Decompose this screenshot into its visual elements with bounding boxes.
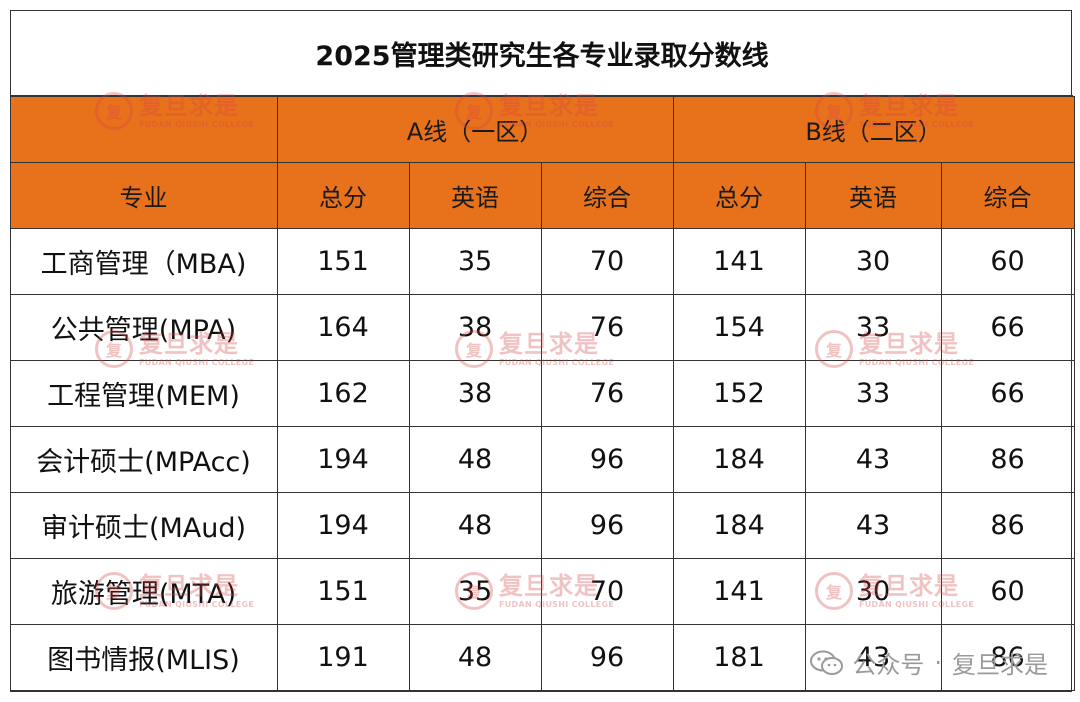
col-header-major: 专业 — [9, 162, 278, 229]
cell-a-total: 194 — [276, 426, 410, 493]
cell-a-english: 35 — [408, 558, 542, 625]
table-title: 2025管理类研究生各专业录取分数线 — [11, 11, 1073, 96]
cell-a-comprehensive: 96 — [540, 492, 674, 559]
cell-b-comprehensive: 86 — [940, 426, 1075, 493]
cell-a-english: 48 — [408, 492, 542, 559]
cell-a-comprehensive: 70 — [540, 558, 674, 625]
cell-major: 工程管理(MEM) — [9, 360, 278, 427]
cell-a-english: 35 — [408, 228, 542, 295]
cell-major: 图书情报(MLIS) — [9, 624, 278, 691]
cell-a-comprehensive: 76 — [540, 294, 674, 361]
cell-a-english: 38 — [408, 294, 542, 361]
cell-b-english: 30 — [804, 558, 942, 625]
table-row: 工程管理(MEM) 162 38 76 152 33 66 — [9, 360, 1075, 427]
cell-b-english: 43 — [804, 426, 942, 493]
cell-b-total: 181 — [672, 624, 806, 691]
cell-b-comprehensive: 86 — [940, 492, 1075, 559]
cell-b-total: 141 — [672, 228, 806, 295]
cell-a-total: 162 — [276, 360, 410, 427]
col-header-b-english: 英语 — [804, 162, 942, 229]
cell-a-comprehensive: 76 — [540, 360, 674, 427]
cell-a-total: 164 — [276, 294, 410, 361]
cell-b-total: 184 — [672, 492, 806, 559]
cell-major: 公共管理(MPA) — [9, 294, 278, 361]
cell-b-comprehensive: 66 — [940, 360, 1075, 427]
table-row: 审计硕士(MAud) 194 48 96 184 43 86 — [9, 492, 1075, 559]
cell-major: 审计硕士(MAud) — [9, 492, 278, 559]
cell-b-english: 33 — [804, 360, 942, 427]
cell-b-english: 33 — [804, 294, 942, 361]
cell-b-comprehensive: 60 — [940, 228, 1075, 295]
cell-a-english: 48 — [408, 426, 542, 493]
col-header-a-english: 英语 — [408, 162, 542, 229]
cell-major: 工商管理（MBA) — [9, 228, 278, 295]
cell-a-total: 151 — [276, 228, 410, 295]
cell-major: 会计硕士(MPAcc) — [9, 426, 278, 493]
cell-a-english: 48 — [408, 624, 542, 691]
group-header-row: A线（一区） B线（二区） — [9, 96, 1075, 163]
cell-a-comprehensive: 70 — [540, 228, 674, 295]
cell-b-comprehensive: 66 — [940, 294, 1075, 361]
cell-b-comprehensive: 60 — [940, 558, 1075, 625]
cell-major: 旅游管理(MTA) — [9, 558, 278, 625]
cell-a-comprehensive: 96 — [540, 426, 674, 493]
cell-b-english: 43 — [804, 492, 942, 559]
group-header-a: A线（一区） — [276, 96, 674, 163]
cell-b-english: 43 — [804, 624, 942, 691]
table-row: 旅游管理(MTA) 151 35 70 141 30 60 — [9, 558, 1075, 625]
score-table-sheet: 2025管理类研究生各专业录取分数线 A线（一区） B线（二区） 专业 总分 英… — [9, 10, 1075, 692]
header-blank-cell — [9, 96, 278, 163]
table-row: 会计硕士(MPAcc) 194 48 96 184 43 86 — [9, 426, 1075, 493]
cell-a-total: 194 — [276, 492, 410, 559]
table-row: 工商管理（MBA) 151 35 70 141 30 60 — [9, 228, 1075, 295]
table-row: 公共管理(MPA) 164 38 76 154 33 66 — [9, 294, 1075, 361]
cell-a-total: 191 — [276, 624, 410, 691]
col-header-a-total: 总分 — [276, 162, 410, 229]
group-header-b: B线（二区） — [672, 96, 1075, 163]
col-header-b-comprehensive: 综合 — [940, 162, 1075, 229]
cell-b-english: 30 — [804, 228, 942, 295]
cell-a-english: 38 — [408, 360, 542, 427]
col-header-a-comprehensive: 综合 — [540, 162, 674, 229]
col-header-b-total: 总分 — [672, 162, 806, 229]
cell-b-total: 141 — [672, 558, 806, 625]
cell-b-total: 154 — [672, 294, 806, 361]
cell-a-comprehensive: 96 — [540, 624, 674, 691]
cell-b-total: 184 — [672, 426, 806, 493]
cell-b-comprehensive: 86 — [940, 624, 1075, 691]
score-table: A线（一区） B线（二区） 专业 总分 英语 综合 总分 英语 综合 工商管理（… — [9, 96, 1075, 691]
cell-a-total: 151 — [276, 558, 410, 625]
cell-b-total: 152 — [672, 360, 806, 427]
table-row: 图书情报(MLIS) 191 48 96 181 43 86 — [9, 624, 1075, 691]
column-header-row: 专业 总分 英语 综合 总分 英语 综合 — [9, 162, 1075, 229]
